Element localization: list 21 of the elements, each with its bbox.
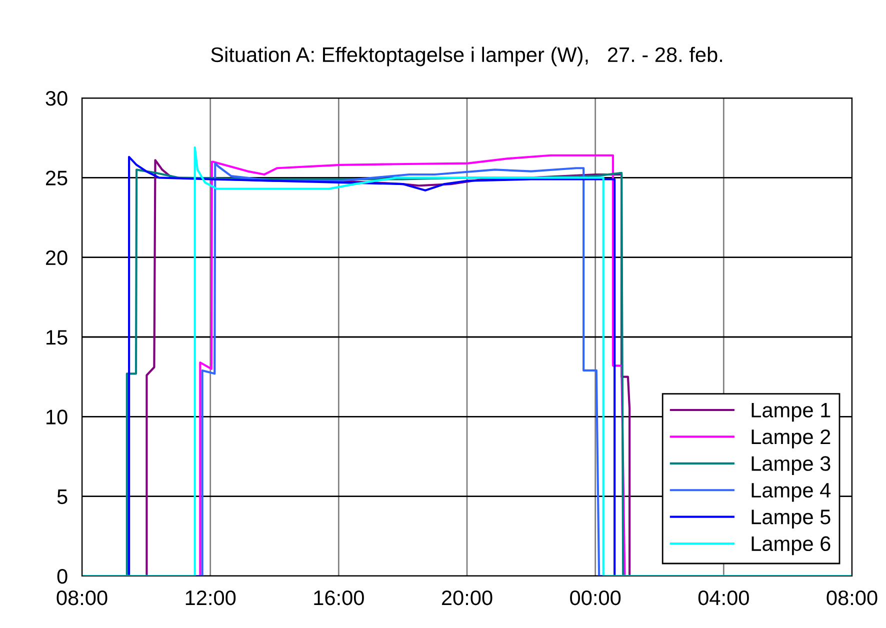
x-tick-label: 00:00 — [570, 590, 621, 606]
x-tick-label: 20:00 — [442, 590, 492, 606]
y-tick-label: 20 — [46, 250, 68, 266]
legend-label: Lampe 6 — [752, 536, 830, 556]
legend-label: Lampe 3 — [752, 456, 830, 476]
legend-label: Lampe 1 — [752, 402, 830, 422]
y-tick-label: 5 — [57, 490, 68, 504]
legend-label: Lampe 5 — [752, 510, 830, 528]
x-tick-label: 08:00 — [56, 590, 108, 606]
y-tick-label: 15 — [46, 330, 68, 345]
x-tick-label: 16:00 — [314, 590, 364, 606]
legend-label: Lampe 2 — [752, 429, 830, 448]
chart-title: Situation A: Effektoptagelse i lamper (W), 27. - 28. feb. — [211, 46, 722, 66]
y-tick-label: 10 — [46, 410, 68, 424]
y-tick-label: 30 — [46, 91, 68, 106]
y-tick-label: 25 — [46, 170, 68, 186]
legend-label: Lampe 4 — [752, 483, 831, 502]
x-tick-label: 08:00 — [826, 590, 878, 606]
x-tick-label: 12:00 — [186, 590, 236, 606]
y-tick-label: 0 — [57, 569, 68, 584]
x-tick-label: 04:00 — [698, 590, 749, 606]
